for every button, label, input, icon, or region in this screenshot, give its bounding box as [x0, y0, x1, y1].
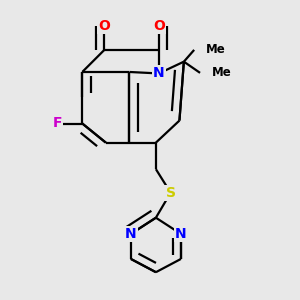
Text: O: O — [153, 19, 165, 33]
Text: F: F — [52, 116, 62, 130]
Text: S: S — [166, 186, 176, 200]
Text: Me: Me — [212, 66, 232, 80]
Text: O: O — [98, 19, 110, 33]
Text: N: N — [175, 227, 187, 241]
Text: N: N — [125, 227, 137, 241]
Text: N: N — [153, 66, 165, 80]
Text: Me: Me — [206, 44, 226, 56]
